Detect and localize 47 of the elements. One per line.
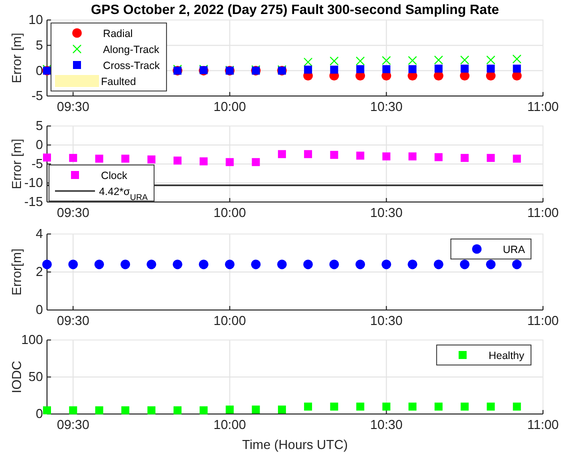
y-tick-label: 50 xyxy=(28,369,43,384)
y-axis-title: Error[m] xyxy=(9,248,24,296)
x-tick-label: 09:30 xyxy=(56,313,90,328)
x-tick-label: 10:00 xyxy=(213,417,246,432)
legend: URA xyxy=(450,238,532,260)
x-tick-label: 09:30 xyxy=(56,99,90,114)
y-tick-label: -10 xyxy=(24,175,43,190)
y-axis-title: Error [m] xyxy=(9,32,24,84)
x-tick-label: 11:00 xyxy=(527,417,559,432)
legend-label: URA xyxy=(502,244,525,256)
x-tick-label: 10:30 xyxy=(370,99,403,114)
x-tick-label: 10:00 xyxy=(213,205,246,220)
x-tick-label: 09:30 xyxy=(56,417,90,432)
legend-label: Along-Track xyxy=(103,44,160,56)
legend-label: Radial xyxy=(103,28,133,40)
y-tick-label: 0 xyxy=(36,406,43,422)
y-axis-title: Error [m] xyxy=(9,138,24,190)
x-tick-label: 10:30 xyxy=(370,417,403,432)
y-tick-label: 100 xyxy=(21,332,43,348)
y-tick-label: -15 xyxy=(24,194,43,210)
legend-label: Clock xyxy=(101,170,128,182)
y-tick-label: -5 xyxy=(31,88,43,104)
legend-label: Cross-Track xyxy=(103,60,161,72)
x-tick-label: 11:00 xyxy=(527,313,559,328)
legend-label: 4.42*σ$_{URA}$ xyxy=(99,186,148,202)
x-tick-label: 10:30 xyxy=(370,205,403,220)
x-tick-label: 10:00 xyxy=(213,99,246,114)
x-tick-label: 11:00 xyxy=(527,99,559,114)
legend: Healthy xyxy=(436,344,532,366)
y-tick-label: 2 xyxy=(36,264,43,280)
y-tick-label: 0 xyxy=(36,302,43,318)
y-tick-label: 5 xyxy=(36,37,43,52)
y-tick-label: 5 xyxy=(36,118,43,134)
legend-label: Healthy xyxy=(488,350,525,362)
y-tick-label: 10 xyxy=(28,12,43,28)
x-tick-label: 09:30 xyxy=(56,205,90,220)
x-axis-title: Time (Hours UTC) xyxy=(242,437,348,452)
y-tick-label: 4 xyxy=(36,226,43,242)
x-tick-label: 11:00 xyxy=(527,205,559,220)
y-axis-title: IODC xyxy=(9,360,24,394)
legend-label: Faulted xyxy=(101,76,136,88)
x-tick-label: 10:00 xyxy=(213,313,246,328)
y-tick-label: 0 xyxy=(36,137,43,152)
y-tick-label: 0 xyxy=(36,62,43,78)
chart-title: GPS October 2, 2022 (Day 275) Fault 300-second Sampling Rate xyxy=(90,2,500,17)
x-tick-label: 10:30 xyxy=(370,313,403,328)
y-tick-label: -5 xyxy=(31,156,43,172)
